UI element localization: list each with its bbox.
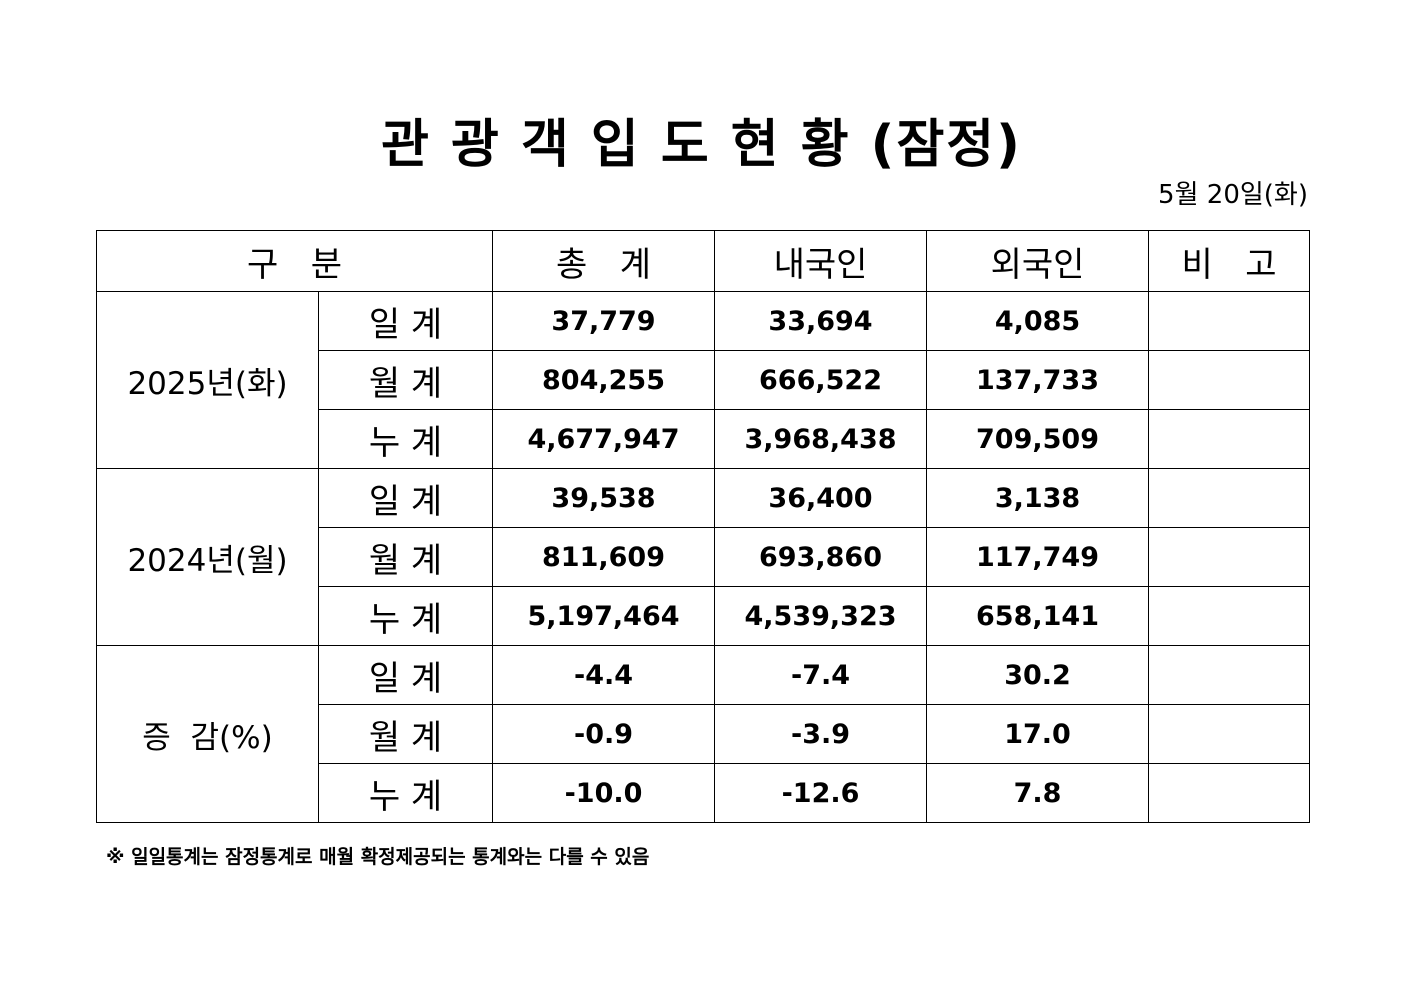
remarks-value <box>1148 704 1311 764</box>
period-label: 월 계 <box>317 704 494 764</box>
table-row: 월 계 -0.9 -3.9 17.0 <box>97 704 1311 764</box>
foreign-value: 658,141 <box>926 586 1150 646</box>
group-label-change: 증 감(%) <box>96 645 319 823</box>
report-date: 5월 20일(화) <box>1158 180 1308 210</box>
total-value: 39,538 <box>492 468 716 528</box>
total-value: -10.0 <box>492 763 716 823</box>
table-row: 2025년(화) 일 계 37,779 33,694 4,085 <box>96 291 1311 469</box>
domestic-value: 33,694 <box>714 291 928 351</box>
remarks-value <box>1148 763 1311 823</box>
foreign-value: 7.8 <box>926 763 1150 823</box>
domestic-value: 693,860 <box>714 527 928 587</box>
remarks-value <box>1148 527 1311 587</box>
foreign-value: 3,138 <box>926 468 1150 528</box>
foreign-value: 709,509 <box>926 409 1150 469</box>
group-label-2024: 2024년(월) <box>96 468 319 646</box>
remarks-value <box>1148 468 1311 528</box>
period-label: 월 계 <box>317 527 494 587</box>
domestic-value: 4,539,323 <box>714 586 928 646</box>
domestic-value: -3.9 <box>714 704 928 764</box>
header-domestic: 내국인 <box>714 230 928 292</box>
table-row: 누 계 5,197,464 4,539,323 658,141 <box>97 586 1311 646</box>
remarks-value <box>1148 586 1311 646</box>
tourist-arrivals-table: 구 분 총 계 내국인 외국인 비 고 2025년(화) 일 계 37,779 … <box>95 230 1311 823</box>
header-remarks: 비 고 <box>1148 230 1311 292</box>
group-label-2025: 2025년(화) <box>96 291 319 469</box>
period-label: 누 계 <box>317 409 494 469</box>
foreign-value: 30.2 <box>926 645 1150 705</box>
domestic-value: -12.6 <box>714 763 928 823</box>
page-title: 관 광 객 입 도 현 황 (잠정) <box>381 115 1022 175</box>
domestic-value: -7.4 <box>714 645 928 705</box>
table-row: 누 계 -10.0 -12.6 7.8 <box>97 763 1311 823</box>
remarks-value <box>1148 350 1311 410</box>
table-row: 증 감(%) 일 계 -4.4 -7.4 30.2 <box>96 645 1311 823</box>
remarks-value <box>1148 409 1311 469</box>
period-label: 누 계 <box>317 763 494 823</box>
foreign-value: 4,085 <box>926 291 1150 351</box>
period-label: 일 계 <box>317 291 494 351</box>
remarks-value <box>1148 291 1311 351</box>
header-foreign: 외국인 <box>926 230 1150 292</box>
period-label: 일 계 <box>317 468 494 528</box>
header-category: 구 분 <box>95 230 494 292</box>
footnote: ※ 일일통계는 잠정통계로 매월 확정제공되는 통계와는 다를 수 있음 <box>106 846 650 868</box>
period-label: 일 계 <box>317 645 494 705</box>
total-value: 804,255 <box>492 350 716 410</box>
remarks-value <box>1148 645 1311 705</box>
foreign-value: 117,749 <box>926 527 1150 587</box>
total-value: 37,779 <box>492 291 716 351</box>
period-label: 월 계 <box>317 350 494 410</box>
total-value: -4.4 <box>492 645 716 705</box>
total-value: 5,197,464 <box>492 586 716 646</box>
period-label: 누 계 <box>317 586 494 646</box>
table-row: 누 계 4,677,947 3,968,438 709,509 <box>97 409 1311 469</box>
table-row: 2024년(월) 일 계 39,538 36,400 3,138 <box>96 468 1311 646</box>
header-row: 구 분 총 계 내국인 외국인 비 고 <box>95 230 1311 292</box>
header-total: 총 계 <box>492 230 716 292</box>
domestic-value: 666,522 <box>714 350 928 410</box>
total-value: 811,609 <box>492 527 716 587</box>
foreign-value: 17.0 <box>926 704 1150 764</box>
domestic-value: 36,400 <box>714 468 928 528</box>
total-value: -0.9 <box>492 704 716 764</box>
total-value: 4,677,947 <box>492 409 716 469</box>
foreign-value: 137,733 <box>926 350 1150 410</box>
table-row: 월 계 811,609 693,860 117,749 <box>97 527 1311 587</box>
domestic-value: 3,968,438 <box>714 409 928 469</box>
